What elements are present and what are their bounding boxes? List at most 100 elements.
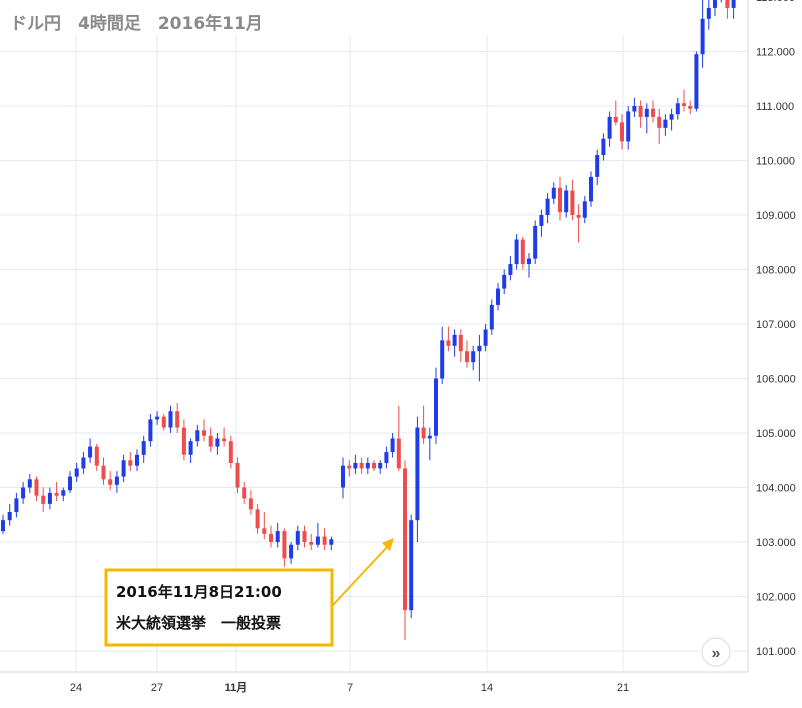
candle-up (545, 193, 550, 224)
candle-up (74, 462, 79, 483)
candle-body (731, 0, 736, 8)
candle-down (34, 476, 39, 502)
candle-body (222, 438, 227, 442)
candle-up (564, 185, 569, 218)
candle-body (353, 462, 358, 469)
candle-body (452, 334, 457, 346)
candle-up (47, 487, 52, 510)
candle-body (458, 334, 463, 352)
candle-down (202, 419, 206, 442)
candle-body (34, 479, 39, 496)
candle-down (242, 482, 247, 504)
candle-up (713, 0, 717, 17)
candle-body (582, 201, 587, 218)
candle-body (675, 103, 680, 115)
candle-body (477, 345, 482, 352)
candle-body (706, 7, 711, 19)
candle-body (248, 498, 253, 510)
candle-up (477, 334, 482, 382)
candle-up (527, 253, 531, 278)
candle-down (269, 525, 273, 548)
candle-body (440, 340, 445, 379)
candle-up (215, 433, 220, 455)
candle-down (651, 100, 655, 123)
candle-up (148, 413, 153, 447)
candle-body (620, 122, 624, 142)
y-tick-label: 108.000 (756, 265, 796, 277)
candle-body (427, 435, 432, 439)
candle-body (651, 108, 655, 117)
candle-down (421, 405, 426, 444)
scroll-to-latest-button[interactable]: » (701, 637, 731, 667)
candle-up (14, 492, 19, 518)
candle-down (222, 427, 227, 447)
candle-body (255, 509, 260, 529)
candle-up (663, 114, 668, 136)
candle-up (329, 536, 334, 551)
annotation-arrow-line (332, 545, 389, 606)
candle-up (81, 452, 86, 474)
candle-body (68, 476, 72, 491)
candle-body (275, 531, 280, 542)
candle-up (669, 108, 674, 131)
candle-body (496, 288, 500, 305)
candle-down (41, 487, 46, 513)
candle-body (88, 446, 93, 458)
annotation-line-2: 米大統領選挙 一般投票 (116, 614, 281, 632)
annotation: 2016年11月8日21:00 米大統領選挙 一般投票 (104, 538, 394, 647)
candle-body (632, 106, 637, 112)
candle-up (595, 149, 600, 186)
candle-up (141, 435, 146, 463)
candle-down (372, 460, 376, 472)
candle-body (21, 487, 26, 499)
candle-body (322, 536, 327, 545)
candle-up (489, 299, 494, 335)
candle-body (14, 498, 19, 513)
candle-body (415, 427, 420, 521)
scroll-button-circle[interactable] (701, 637, 731, 667)
candle-up (427, 427, 432, 461)
candle-body (1, 520, 5, 532)
candle-body (551, 187, 556, 199)
candle-up (731, 0, 736, 19)
candle-body (208, 435, 213, 447)
y-tick-label: 101.000 (756, 646, 796, 658)
candle-body (235, 462, 240, 488)
candle-body (564, 190, 569, 213)
candle-down (688, 100, 693, 115)
candle-body (195, 430, 200, 442)
candle-down (101, 457, 106, 485)
candle-up (415, 416, 420, 542)
candle-up (68, 471, 72, 493)
candle-body (289, 544, 294, 559)
candle-body (725, 0, 730, 8)
candle-body (607, 116, 612, 139)
candle-up (434, 367, 438, 444)
candle-body (700, 18, 705, 55)
candle-up (121, 454, 126, 483)
candle-down (465, 340, 469, 368)
y-tick-label: 112.000 (756, 47, 795, 59)
candle-body (644, 108, 649, 117)
candle-body (502, 274, 507, 289)
x-tick-label: 7 (347, 682, 353, 694)
candle-up (644, 103, 649, 134)
candle-up (502, 269, 507, 295)
candle-body (262, 528, 267, 534)
candle-up (195, 424, 200, 447)
price-axis[interactable]: 101.000 102.000 103.000 104.000 105.000 106.0… (756, 0, 796, 658)
time-axis[interactable]: 24 27 11月 7 14 21 (70, 681, 629, 694)
candle-up (533, 220, 538, 265)
candle-body (181, 427, 186, 455)
candle-up (155, 411, 160, 425)
candle-body (108, 479, 113, 485)
candle-body (576, 215, 581, 218)
candle-up (88, 438, 93, 463)
candle-body (663, 119, 668, 128)
annotation-box (104, 568, 334, 647)
candle-body (446, 340, 451, 346)
candle-body (215, 438, 220, 447)
candle-down (181, 419, 186, 461)
candle-body (365, 462, 370, 469)
